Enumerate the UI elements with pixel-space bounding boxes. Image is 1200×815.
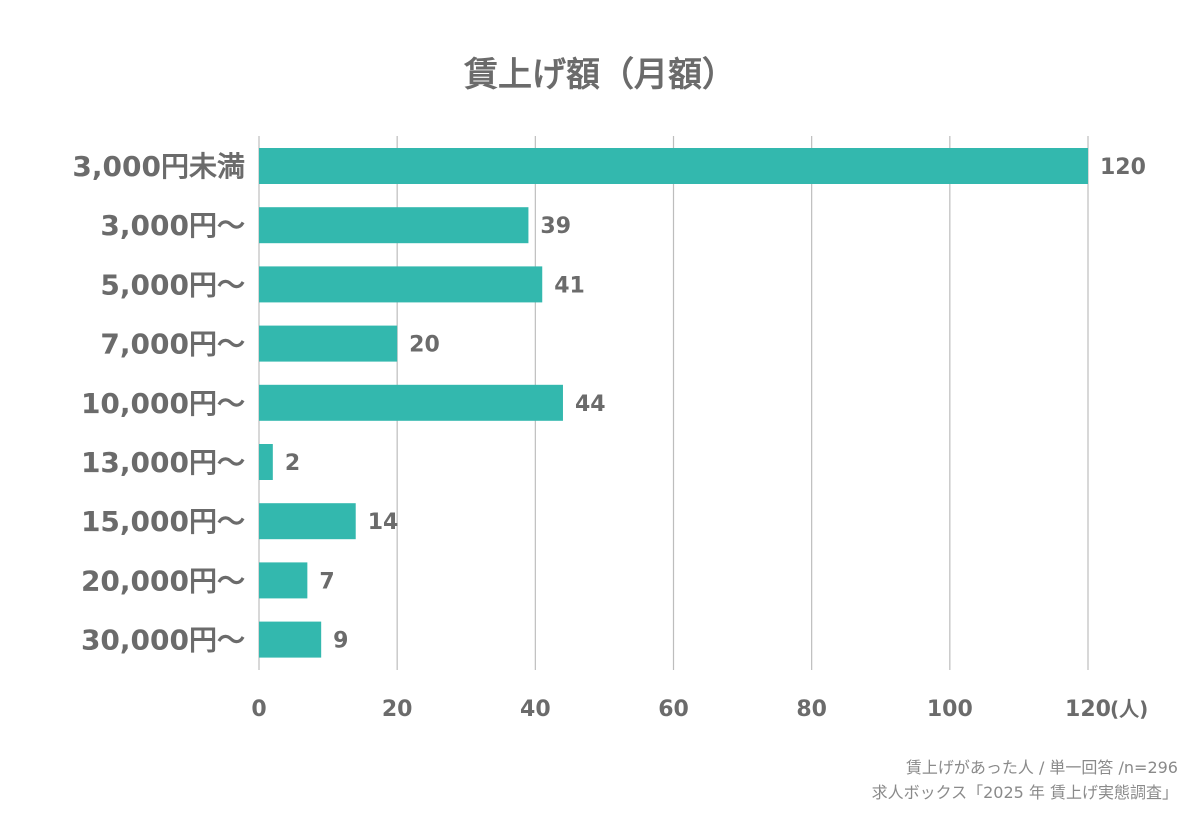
value-label: 9 <box>333 629 348 654</box>
value-label: 44 <box>575 392 606 417</box>
category-label: 5,000円～ <box>100 268 245 301</box>
value-label: 7 <box>319 569 334 594</box>
x-unit-label: (人) <box>1110 697 1148 721</box>
value-label: 41 <box>554 273 585 298</box>
bar <box>259 444 273 480</box>
category-label: 13,000円～ <box>81 446 245 479</box>
bar <box>259 621 322 658</box>
value-label: 2 <box>285 451 300 476</box>
x-tick-label: 120 <box>1065 697 1111 722</box>
category-label: 30,000円～ <box>81 624 245 657</box>
bar <box>259 503 356 540</box>
value-label: 20 <box>409 333 440 358</box>
value-label: 120 <box>1100 155 1146 180</box>
category-label: 20,000円～ <box>81 564 245 597</box>
survey-note: 賃上げがあった人 / 単一回答 /n=296 <box>905 758 1178 777</box>
chart-title: 賃上げ額（月額） <box>463 55 736 95</box>
x-tick-label: 40 <box>520 697 551 722</box>
bar <box>259 325 398 362</box>
source-note: 求人ボックス「2025 年 賃上げ実態調査」 <box>871 783 1178 802</box>
value-label: 39 <box>540 214 571 239</box>
x-tick-label: 20 <box>382 697 413 722</box>
value-label: 14 <box>368 510 399 535</box>
category-label: 3,000円未満 <box>72 150 245 183</box>
x-tick-label: 80 <box>796 697 827 722</box>
x-tick-label: 100 <box>927 697 973 722</box>
bar <box>259 562 308 599</box>
bar <box>259 384 563 421</box>
bars <box>259 148 1088 658</box>
category-label: 10,000円～ <box>81 387 245 420</box>
x-tick-label: 0 <box>251 697 266 722</box>
category-label: 3,000円～ <box>100 209 245 242</box>
category-label: 7,000円～ <box>100 328 245 361</box>
bar <box>259 266 543 303</box>
x-tick-label: 60 <box>658 697 689 722</box>
bar <box>259 207 529 244</box>
category-label: 15,000円～ <box>81 505 245 538</box>
bar <box>259 148 1088 184</box>
